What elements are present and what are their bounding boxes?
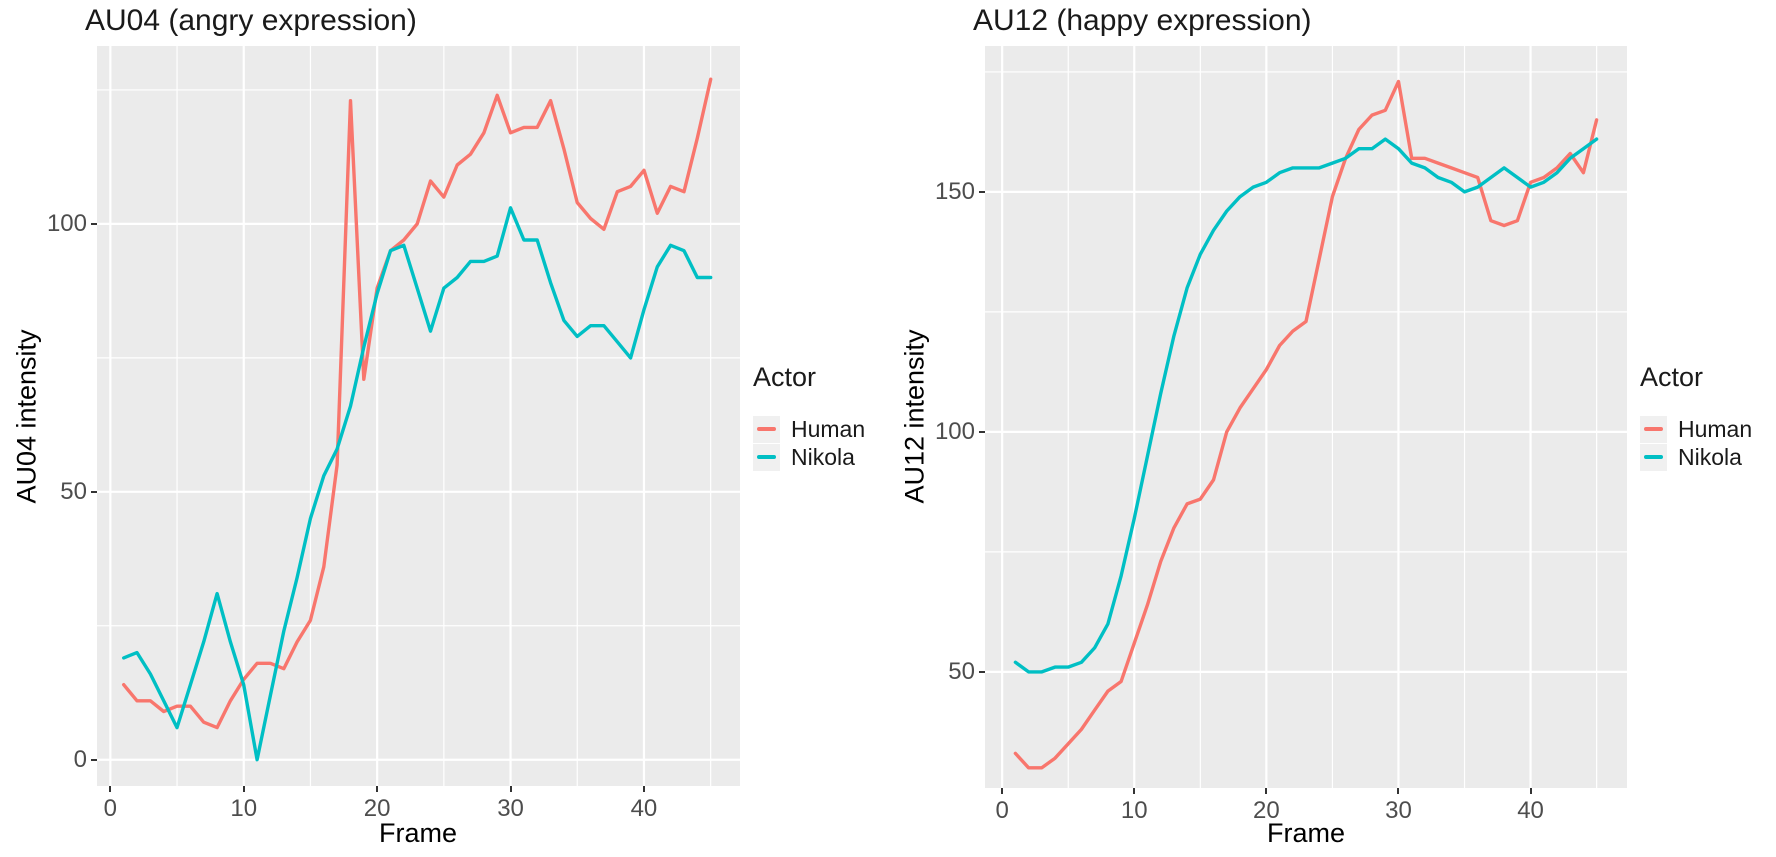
- y-tick-mark: [91, 222, 97, 225]
- x-tick-mark: [109, 786, 112, 792]
- x-tick-mark: [1529, 788, 1532, 794]
- y-tick-label: 50: [948, 657, 975, 685]
- x-tick-label: 40: [1517, 797, 1544, 824]
- legend-title: Actor: [753, 362, 817, 392]
- x-tick-label: 0: [103, 795, 117, 822]
- nikola-line-swatch: [757, 455, 776, 459]
- legend-au12: Actor Human Nikola: [1640, 362, 1752, 471]
- x-tick-mark: [242, 786, 245, 792]
- legend-title: Actor: [1640, 362, 1704, 392]
- y-tick-mark: [91, 758, 97, 761]
- legend-entry-human: Human: [753, 415, 865, 443]
- legend-label-human: Human: [1678, 415, 1753, 442]
- y-tick-label: 50: [60, 477, 87, 505]
- y-tick-mark: [979, 190, 985, 193]
- legend-au04: Actor Human Nikola: [753, 362, 865, 471]
- legend-entry-human: Human: [1640, 415, 1752, 443]
- x-tick-mark: [1397, 788, 1400, 794]
- x-tick-mark: [642, 786, 645, 792]
- nikola-line-swatch: [1644, 455, 1663, 459]
- series-line-nikola: [122, 206, 713, 762]
- legend-key-nikola: [753, 443, 780, 471]
- x-tick-mark: [1001, 788, 1004, 794]
- x-tick-mark: [1133, 788, 1136, 794]
- y-tick-label: 100: [934, 417, 975, 445]
- x-tick-label: 30: [1385, 797, 1412, 824]
- x-tick-label: 10: [230, 795, 258, 822]
- plot-panel-au04: [97, 46, 740, 786]
- legend-label-nikola: Nikola: [1678, 443, 1742, 470]
- chart-title-au04: AU04 (angry expression): [85, 4, 417, 37]
- legend-key-human: [753, 415, 780, 443]
- x-tick-label: 0: [995, 797, 1009, 824]
- y-axis-title-au12: AU12 intensity: [899, 329, 930, 504]
- x-tick-label: 20: [363, 795, 391, 822]
- series-line-human: [122, 77, 713, 730]
- x-axis-title-au12: Frame: [1266, 818, 1345, 848]
- x-tick-label: 30: [497, 795, 524, 822]
- y-axis-title-au04: AU04 intensity: [11, 329, 42, 504]
- y-tick-label: 150: [934, 177, 975, 205]
- plot-panel-au12: [985, 46, 1627, 788]
- x-tick-label: 40: [630, 795, 658, 822]
- legend-label-nikola: Nikola: [791, 443, 855, 470]
- x-tick-mark: [376, 786, 379, 792]
- y-tick-label: 100: [46, 209, 87, 237]
- y-tick-mark: [979, 430, 985, 433]
- series-line-human: [1013, 79, 1599, 770]
- x-tick-mark: [1265, 788, 1268, 794]
- x-tick-label: 10: [1120, 797, 1148, 824]
- legend-key-nikola: [1640, 443, 1667, 471]
- series-line-nikola: [1013, 137, 1599, 674]
- y-tick-mark: [979, 670, 985, 673]
- x-tick-mark: [509, 786, 512, 792]
- y-tick-label: 0: [73, 745, 87, 773]
- legend-entry-nikola: Nikola: [1640, 443, 1752, 471]
- x-tick-label: 20: [1253, 797, 1280, 824]
- human-line-swatch: [757, 427, 776, 431]
- legend-key-human: [1640, 415, 1667, 443]
- y-tick-mark: [91, 490, 97, 493]
- chart-title-au12: AU12 (happy expression): [973, 4, 1312, 37]
- legend-entry-nikola: Nikola: [753, 443, 865, 471]
- human-line-swatch: [1644, 427, 1663, 431]
- legend-label-human: Human: [791, 415, 866, 442]
- x-axis-title-au04: Frame: [378, 818, 457, 848]
